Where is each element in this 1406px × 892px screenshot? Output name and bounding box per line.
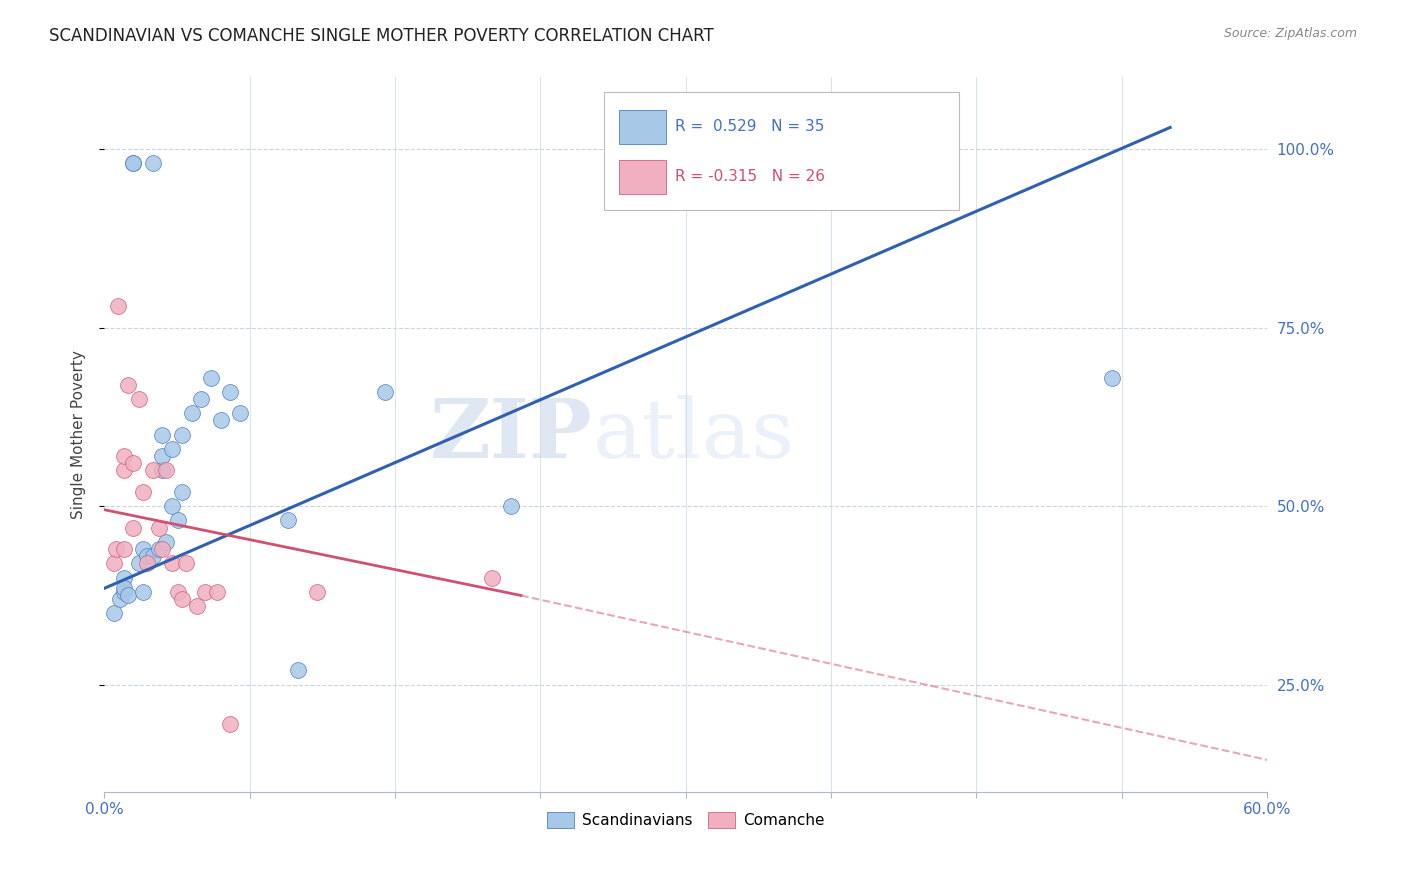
Text: Source: ZipAtlas.com: Source: ZipAtlas.com: [1223, 27, 1357, 40]
Point: [229, 406, 252, 420]
Point: [128, 557, 150, 571]
Point: [142, 156, 165, 170]
Point: [112, 582, 135, 596]
Point: [112, 541, 135, 556]
FancyBboxPatch shape: [605, 92, 959, 210]
Point: [194, 585, 217, 599]
Point: [148, 541, 170, 556]
Point: [180, 406, 202, 420]
Point: [132, 541, 155, 556]
Point: [174, 557, 197, 571]
FancyBboxPatch shape: [620, 110, 666, 144]
Point: [104, 541, 127, 556]
Point: [219, 717, 242, 731]
Point: [117, 589, 139, 603]
Point: [122, 520, 145, 534]
Point: [112, 571, 135, 585]
Point: [277, 513, 299, 527]
Point: [155, 534, 177, 549]
Point: [167, 513, 190, 527]
Point: [186, 599, 208, 614]
Point: [160, 442, 183, 456]
Point: [107, 299, 129, 313]
Point: [122, 156, 145, 170]
Point: [307, 585, 329, 599]
Text: R =  0.529   N = 35: R = 0.529 N = 35: [675, 120, 824, 134]
Point: [374, 384, 396, 399]
Legend: Scandinavians, Comanche: Scandinavians, Comanche: [541, 806, 831, 834]
Point: [112, 463, 135, 477]
Text: SCANDINAVIAN VS COMANCHE SINGLE MOTHER POVERTY CORRELATION CHART: SCANDINAVIAN VS COMANCHE SINGLE MOTHER P…: [49, 27, 714, 45]
Point: [122, 456, 145, 470]
Point: [103, 607, 125, 621]
Point: [287, 664, 309, 678]
Point: [200, 370, 222, 384]
Point: [1101, 370, 1123, 384]
Point: [170, 592, 193, 607]
Point: [108, 592, 131, 607]
Point: [160, 557, 183, 571]
Point: [205, 585, 228, 599]
Point: [132, 585, 155, 599]
Point: [148, 520, 170, 534]
Text: atlas: atlas: [593, 394, 794, 475]
Point: [142, 463, 165, 477]
Point: [152, 427, 174, 442]
FancyBboxPatch shape: [620, 160, 666, 194]
Point: [136, 549, 159, 564]
Text: R = -0.315   N = 26: R = -0.315 N = 26: [675, 169, 825, 185]
Point: [152, 541, 174, 556]
Point: [128, 392, 150, 406]
Point: [112, 585, 135, 599]
Point: [170, 484, 193, 499]
Y-axis label: Single Mother Poverty: Single Mother Poverty: [72, 351, 86, 519]
Point: [112, 449, 135, 463]
Point: [160, 499, 183, 513]
Point: [117, 377, 139, 392]
Point: [132, 484, 155, 499]
Point: [122, 156, 145, 170]
Point: [167, 585, 190, 599]
Point: [219, 384, 242, 399]
Text: ZIP: ZIP: [430, 394, 593, 475]
Point: [103, 557, 125, 571]
Point: [136, 557, 159, 571]
Point: [155, 463, 177, 477]
Point: [142, 549, 165, 564]
Point: [152, 463, 174, 477]
Point: [190, 392, 212, 406]
Point: [481, 571, 503, 585]
Point: [209, 413, 232, 427]
Point: [170, 427, 193, 442]
Point: [152, 449, 174, 463]
Point: [501, 499, 523, 513]
